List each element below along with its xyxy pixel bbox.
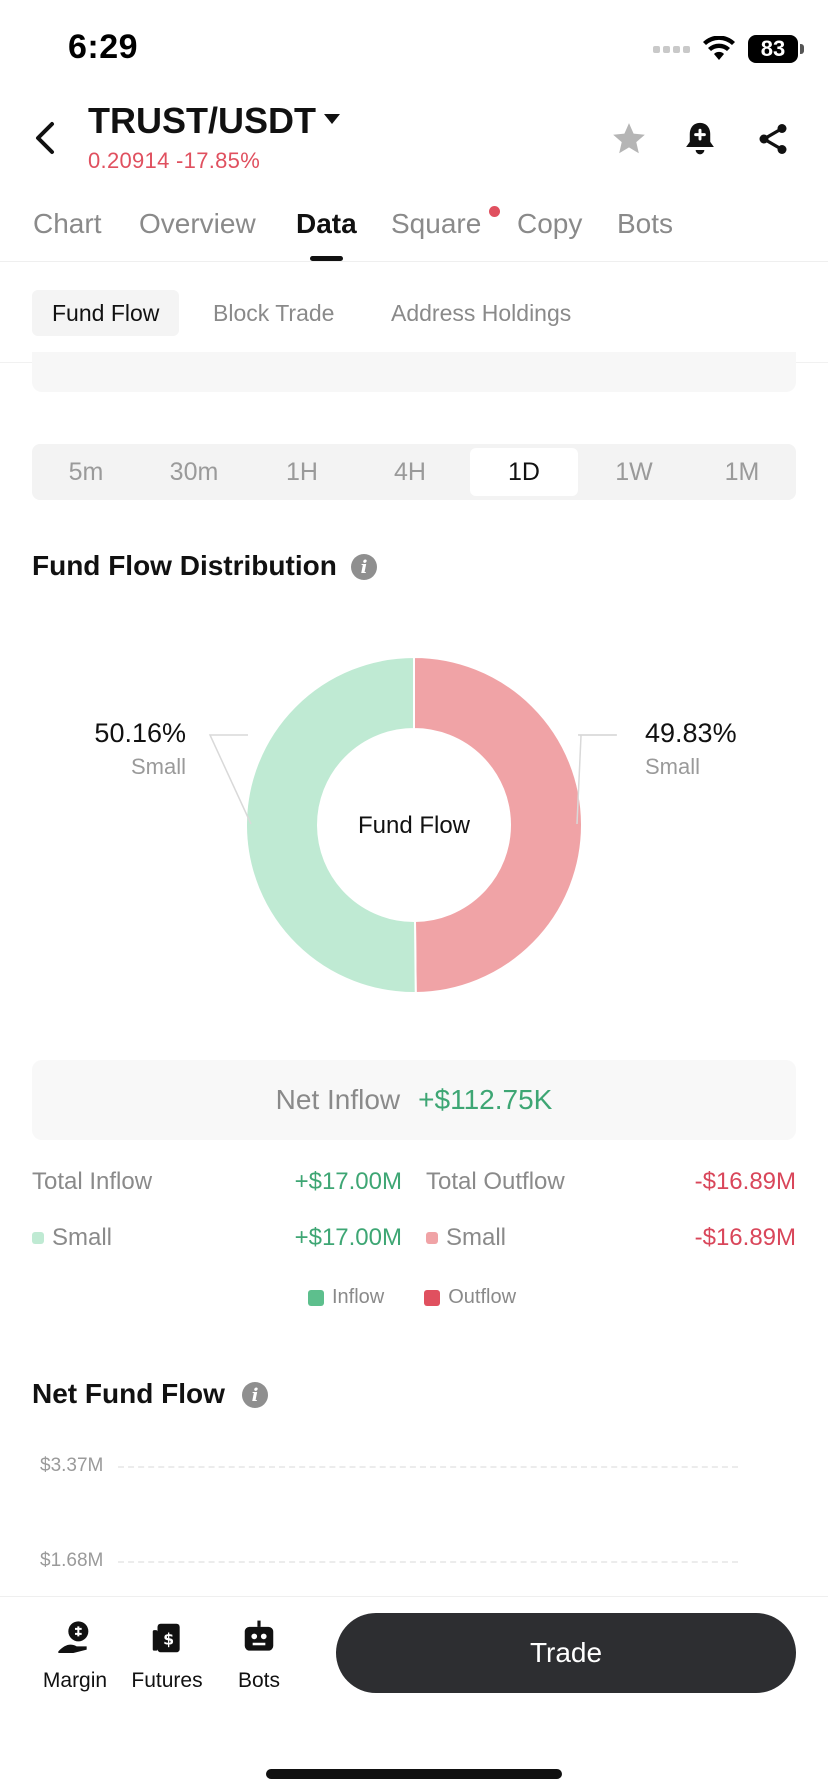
tab-square[interactable]: Square xyxy=(391,208,482,239)
range-1m[interactable]: 1M xyxy=(724,457,760,486)
range-1h[interactable]: 1H xyxy=(286,457,318,486)
subtab-block-trade[interactable]: Block Trade xyxy=(213,299,335,326)
info-icon[interactable]: i xyxy=(351,554,377,580)
total-inflow-value: +$17.00M xyxy=(294,1168,402,1195)
cellular-signal-icon xyxy=(653,45,690,53)
tab-data[interactable]: Data xyxy=(296,208,357,239)
small-inflow-swatch xyxy=(32,1232,44,1244)
small-outflow-value: -$16.89M xyxy=(694,1224,796,1251)
y-tick-label: $3.37M xyxy=(40,1455,104,1476)
range-4h[interactable]: 4H xyxy=(394,457,426,486)
range-5m[interactable]: 5m xyxy=(68,457,104,486)
margin-label: Margin xyxy=(42,1669,108,1692)
donut-slice-outflow[interactable] xyxy=(413,655,583,995)
bots-label: Bots xyxy=(237,1669,281,1692)
main-tabs: Chart Overview Data Square Copy Bots xyxy=(0,200,828,262)
gridline xyxy=(118,1561,738,1563)
subtab-address-holdings[interactable]: Address Holdings xyxy=(391,299,572,326)
total-outflow-value: -$16.89M xyxy=(694,1168,796,1195)
tab-copy[interactable]: Copy xyxy=(517,208,583,239)
pair-title[interactable]: TRUST/USDT xyxy=(88,100,316,141)
battery-icon: 83 xyxy=(748,35,804,63)
futures-icon: $ xyxy=(146,1617,188,1659)
range-30m[interactable]: 30m xyxy=(169,457,219,486)
y-tick-label: $1.68M xyxy=(40,1550,104,1571)
price-alert-bell-icon[interactable] xyxy=(679,118,721,160)
gridline xyxy=(118,1466,738,1468)
tab-bots[interactable]: Bots xyxy=(617,208,674,239)
tab-chart[interactable]: Chart xyxy=(33,208,102,239)
small-outflow-swatch xyxy=(426,1232,438,1244)
tab-overview[interactable]: Overview xyxy=(139,208,256,239)
left-slice-percent: 50.16% xyxy=(94,718,186,748)
status-time: 6:29 xyxy=(68,28,139,66)
small-inflow-value: +$17.00M xyxy=(294,1224,402,1251)
status-indicators: 83 xyxy=(653,32,804,66)
flow-legend: Inflow Outflow xyxy=(308,1286,516,1309)
share-icon[interactable] xyxy=(752,118,794,160)
svg-text:$: $ xyxy=(163,1629,174,1648)
bottom-action-bar: Margin $ Futures Bots Trade xyxy=(0,1596,828,1792)
back-arrow-icon[interactable] xyxy=(28,118,64,158)
right-slice-percent: 49.83% xyxy=(645,718,737,748)
total-inflow-label: Total Inflow xyxy=(32,1168,153,1195)
trade-button[interactable]: Trade xyxy=(336,1613,796,1693)
legend-outflow-swatch xyxy=(424,1289,441,1306)
distribution-title: Fund Flow Distribution xyxy=(32,550,337,581)
subtab-fund-flow[interactable]: Fund Flow xyxy=(32,290,180,336)
right-label-leader-connector xyxy=(576,734,617,825)
legend-outflow-label: Outflow xyxy=(448,1286,517,1308)
donut-center-label: Fund Flow xyxy=(357,812,471,839)
square-notification-dot xyxy=(489,206,500,217)
margin-icon xyxy=(54,1617,96,1659)
active-tab-indicator xyxy=(310,256,343,261)
legend-inflow-label: Inflow xyxy=(332,1286,385,1308)
robot-icon xyxy=(238,1617,280,1659)
chevron-down-icon[interactable] xyxy=(322,112,342,126)
home-indicator[interactable] xyxy=(266,1769,562,1779)
donut-slice-inflow[interactable] xyxy=(245,655,417,994)
legend-inflow: Inflow xyxy=(308,1286,384,1309)
favorite-star-icon[interactable] xyxy=(608,118,650,160)
legend-outflow: Outflow xyxy=(424,1286,516,1309)
margin-button[interactable]: Margin xyxy=(30,1617,120,1693)
bots-button[interactable]: Bots xyxy=(214,1617,304,1693)
wifi-icon xyxy=(703,36,735,60)
left-slice-label: Small xyxy=(130,754,186,779)
info-icon[interactable]: i xyxy=(242,1382,268,1408)
time-range-selector: 5m 30m 1H 4H 1D 1W 1M xyxy=(32,444,796,500)
scrolled-card-remnant xyxy=(32,352,796,392)
total-outflow-label: Total Outflow xyxy=(426,1168,565,1195)
legend-inflow-swatch xyxy=(308,1289,324,1306)
net-inflow-card: Net Inflow +$112.75K xyxy=(32,1060,796,1140)
left-label-leader-line xyxy=(208,734,252,825)
range-1w[interactable]: 1W xyxy=(615,457,653,486)
right-slice-label: Small xyxy=(645,754,701,779)
fund-flow-donut-chart xyxy=(208,655,617,995)
range-1d[interactable]: 1D xyxy=(470,448,578,496)
net-inflow-value: +$112.75K xyxy=(418,1084,553,1115)
net-inflow-label: Net Inflow xyxy=(275,1084,401,1115)
futures-button[interactable]: $ Futures xyxy=(122,1617,212,1693)
small-inflow-label: Small xyxy=(52,1224,113,1251)
small-outflow-label: Small xyxy=(446,1224,507,1251)
price-change: 0.20914 -17.85% xyxy=(88,148,261,173)
net-fund-flow-title: Net Fund Flow xyxy=(32,1378,225,1409)
futures-label: Futures xyxy=(131,1669,203,1692)
